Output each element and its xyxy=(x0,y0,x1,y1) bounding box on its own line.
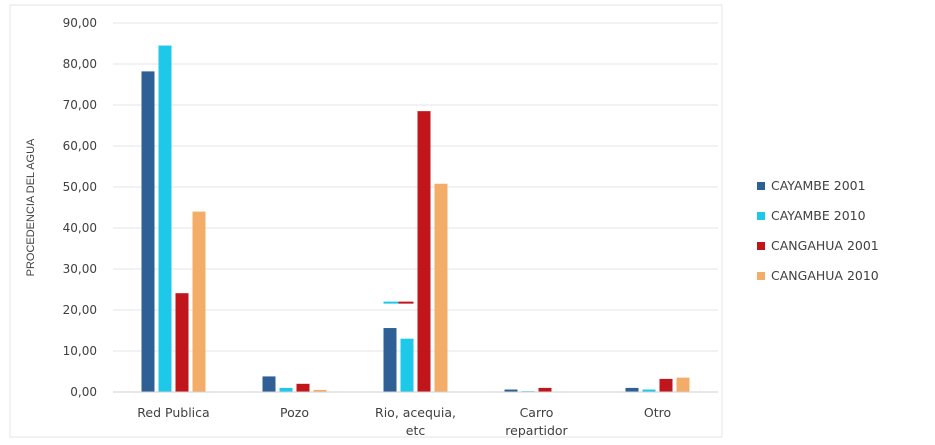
bar xyxy=(676,377,690,392)
legend-swatch xyxy=(757,272,765,280)
legend-swatch xyxy=(757,242,765,250)
bar xyxy=(625,387,639,392)
legend-swatch xyxy=(757,212,765,220)
y-axis-title: PROCEDENCIA DEL AGUA xyxy=(25,138,37,276)
x-tick-label: Red Publica xyxy=(137,405,209,420)
legend-item: CAYAMBE 2001 xyxy=(757,178,866,193)
bar xyxy=(158,45,172,393)
bars xyxy=(141,45,690,393)
legend-item: CAYAMBE 2010 xyxy=(757,208,866,223)
gridlines xyxy=(113,22,718,352)
x-tick-label: Otro xyxy=(644,405,671,420)
bar xyxy=(417,111,431,393)
x-tick-label: Rio, acequia, xyxy=(375,405,456,420)
legend-label: CANGAHUA 2001 xyxy=(771,238,879,253)
y-axis-ticks: 0,00 10,00 20,00 30,00 40,00 50,00 60,00 70,00 8… xyxy=(63,16,97,399)
y-tick-label: 10,00 xyxy=(63,344,97,358)
legend-item: CANGAHUA 2010 xyxy=(757,268,879,283)
bar xyxy=(659,378,673,392)
x-tick-label: repartidor xyxy=(505,423,568,438)
bar xyxy=(434,183,448,392)
bar xyxy=(504,389,518,392)
x-tick-label: Pozo xyxy=(280,405,309,420)
legend-item: CANGAHUA 2001 xyxy=(757,238,879,253)
bar xyxy=(383,328,397,392)
y-tick-label: 0,00 xyxy=(70,385,97,399)
x-axis-labels: Red Publica Pozo Rio, acequia, etc Carro repa… xyxy=(137,405,671,438)
bar xyxy=(313,389,327,392)
x-tick-label: Carro xyxy=(520,405,554,420)
y-tick-label: 80,00 xyxy=(63,57,97,71)
bar xyxy=(296,383,310,392)
bar xyxy=(642,389,656,392)
y-tick-label: 40,00 xyxy=(63,221,97,235)
bar xyxy=(400,338,414,392)
y-tick-label: 70,00 xyxy=(63,98,97,112)
legend-label: CANGAHUA 2010 xyxy=(771,268,879,283)
bar xyxy=(192,211,206,392)
x-tick-label: etc xyxy=(406,423,426,438)
legend-swatch xyxy=(757,182,765,190)
y-tick-label: 50,00 xyxy=(63,180,97,194)
legend: CAYAMBE 2001 CAYAMBE 2010 CANGAHUA 2001 CAN… xyxy=(757,178,879,283)
bar xyxy=(141,71,155,392)
y-tick-label: 60,00 xyxy=(63,139,97,153)
bar xyxy=(279,387,293,392)
bar xyxy=(175,293,189,392)
y-tick-label: 20,00 xyxy=(63,303,97,317)
bar xyxy=(262,376,276,392)
chart-frame xyxy=(9,4,723,438)
legend-label: CAYAMBE 2010 xyxy=(771,208,866,223)
bar xyxy=(538,387,552,392)
y-tick-label: 30,00 xyxy=(63,262,97,276)
legend-label: CAYAMBE 2001 xyxy=(771,178,866,193)
y-tick-label: 90,00 xyxy=(63,16,97,30)
